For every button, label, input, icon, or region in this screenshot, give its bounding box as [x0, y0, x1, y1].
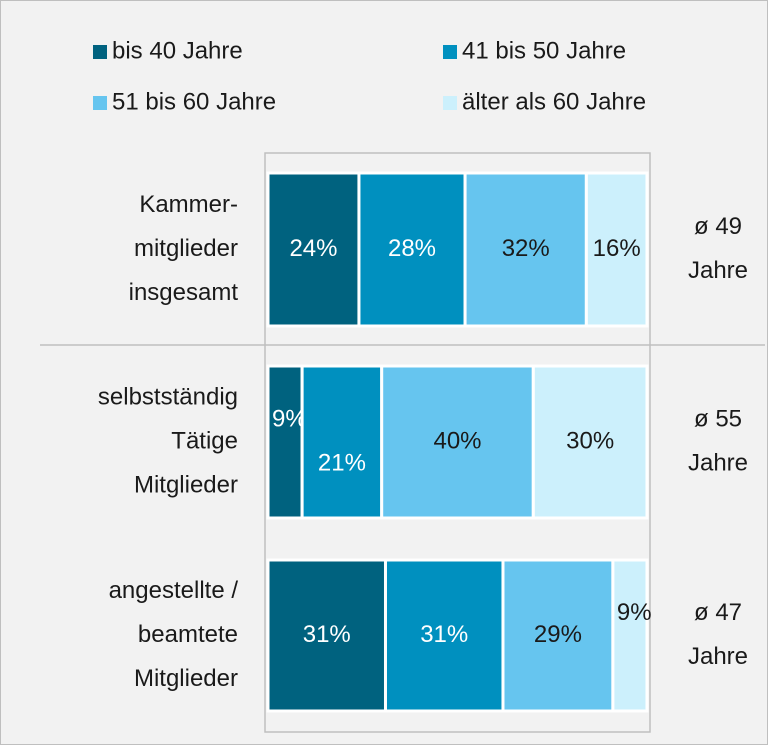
value-label: 29%	[534, 621, 582, 648]
value-label: 40%	[433, 427, 481, 454]
plot-frame	[264, 152, 651, 733]
category-label: Mitglieder	[134, 665, 238, 692]
legend-swatch	[443, 96, 457, 110]
bar-segment	[383, 558, 505, 713]
value-label: 31%	[303, 621, 351, 648]
legend-label: 41 bis 50 Jahre	[462, 37, 626, 64]
value-label: 32%	[502, 235, 550, 262]
bar-segment	[463, 171, 588, 328]
bar-segment	[584, 171, 649, 328]
category-label: beamtete	[138, 621, 238, 648]
bar-segment	[300, 364, 384, 520]
annotation: Jahre	[688, 257, 748, 284]
bar-segment	[357, 171, 467, 328]
legend-label: 51 bis 60 Jahre	[112, 88, 276, 115]
category-label: selbstständig	[98, 383, 238, 410]
value-label: 24%	[289, 235, 337, 262]
bar-segment	[611, 558, 649, 713]
value-label: 28%	[388, 235, 436, 262]
bar-segment	[501, 558, 615, 713]
bar-segment	[531, 364, 649, 520]
annotation: ø 55	[694, 405, 742, 432]
value-label: 9%	[617, 599, 652, 626]
category-label: angestellte /	[109, 577, 239, 604]
value-label: 16%	[593, 235, 641, 262]
legend-swatch	[93, 96, 107, 110]
annotation: ø 47	[694, 599, 742, 626]
annotation: ø 49	[694, 213, 742, 240]
legend-label: älter als 60 Jahre	[462, 88, 646, 115]
annotation: Jahre	[688, 643, 748, 670]
legend-swatch	[93, 45, 107, 59]
category-label: Mitglieder	[134, 471, 238, 498]
bar-segment	[266, 364, 304, 520]
category-label: mitglieder	[134, 235, 238, 262]
category-label: Kammer-	[139, 191, 238, 218]
category-label: insgesamt	[129, 279, 239, 306]
legend-swatch	[443, 45, 457, 59]
legend-label: bis 40 Jahre	[112, 37, 243, 64]
value-label: 30%	[566, 427, 614, 454]
value-label: 31%	[420, 621, 468, 648]
value-label: 21%	[318, 449, 366, 476]
bar-segment	[266, 558, 387, 713]
category-label: Tätige	[171, 427, 238, 454]
annotation: Jahre	[688, 449, 748, 476]
